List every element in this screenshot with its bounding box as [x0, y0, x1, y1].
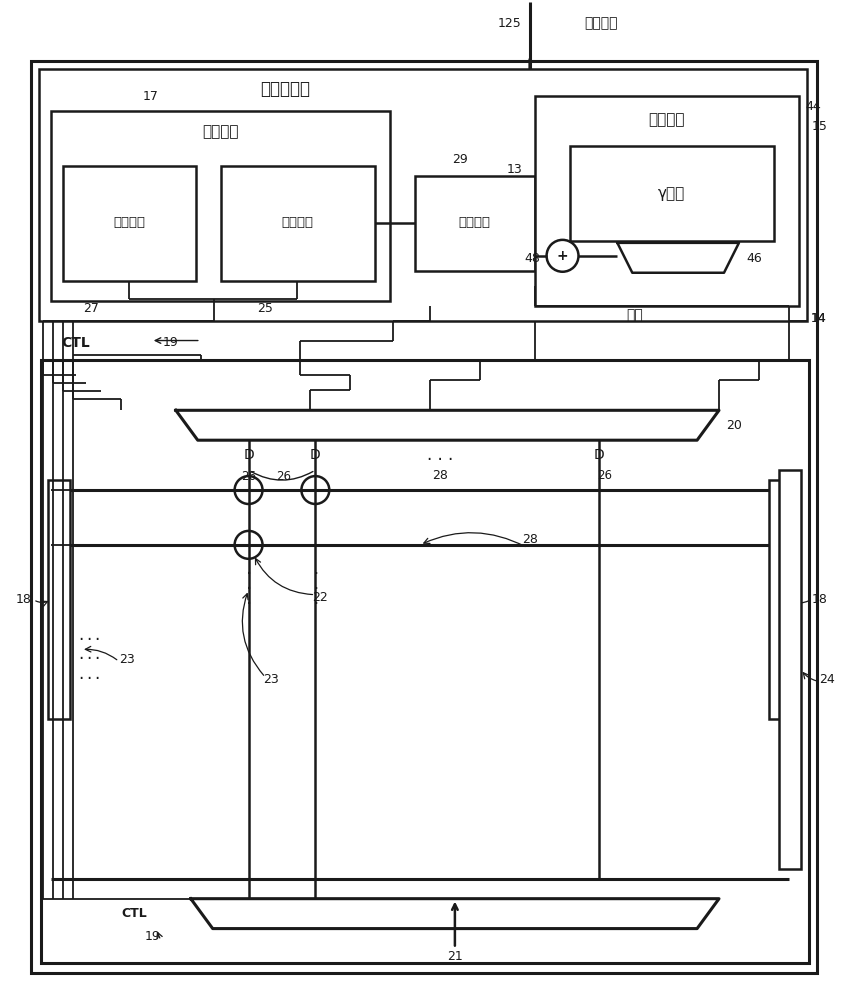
Text: D: D — [594, 448, 605, 462]
Text: 29: 29 — [452, 153, 468, 166]
Bar — [570, 146, 774, 241]
Text: 数据: 数据 — [626, 309, 642, 323]
Text: ·: · — [95, 670, 100, 688]
Text: 数据电路: 数据电路 — [648, 112, 684, 127]
Text: ·: · — [86, 631, 92, 649]
Text: ·: · — [86, 650, 92, 668]
Text: γ电路: γ电路 — [657, 186, 684, 201]
Text: 17: 17 — [143, 90, 159, 103]
Text: ·: · — [246, 595, 252, 614]
Text: D: D — [310, 448, 321, 462]
Text: 23: 23 — [119, 653, 135, 666]
Text: 26: 26 — [241, 470, 256, 483]
Text: ·: · — [95, 631, 100, 649]
Text: 21: 21 — [447, 950, 463, 963]
Text: ·: · — [246, 565, 252, 584]
Polygon shape — [191, 899, 719, 929]
Bar — [63, 166, 196, 281]
Bar — [41, 360, 809, 963]
Text: 26: 26 — [276, 470, 291, 483]
Text: ·: · — [313, 582, 318, 597]
Bar — [51, 111, 390, 301]
Polygon shape — [176, 410, 719, 440]
Text: 18: 18 — [15, 593, 31, 606]
Text: 125: 125 — [498, 17, 522, 30]
Text: 25: 25 — [257, 302, 273, 315]
Text: 驱动器电路: 驱动器电路 — [261, 80, 311, 98]
Text: 补偿电路: 补偿电路 — [203, 124, 239, 139]
Text: ·: · — [313, 597, 318, 612]
Text: ·: · — [86, 670, 92, 688]
Text: ·: · — [246, 580, 252, 599]
Text: 23: 23 — [262, 673, 279, 686]
Text: 27: 27 — [84, 302, 99, 315]
Text: 46: 46 — [746, 252, 762, 265]
Text: 20: 20 — [726, 419, 742, 432]
Text: ·: · — [313, 567, 318, 582]
Text: 44: 44 — [806, 100, 821, 113]
Text: ·: · — [95, 650, 100, 668]
Text: ·: · — [78, 670, 84, 688]
Text: 图像数据: 图像数据 — [584, 17, 618, 31]
Text: 28: 28 — [432, 469, 448, 482]
Text: 存储装置: 存储装置 — [459, 216, 491, 229]
Text: 14: 14 — [811, 312, 826, 325]
Bar — [769, 480, 791, 719]
Text: 14: 14 — [811, 312, 826, 325]
Bar — [415, 176, 534, 271]
Text: . . .: . . . — [427, 446, 453, 464]
Text: 26: 26 — [597, 469, 612, 482]
Text: +: + — [557, 249, 568, 263]
Text: 22: 22 — [312, 591, 328, 604]
Text: ·: · — [78, 650, 84, 668]
Text: 19: 19 — [145, 930, 160, 943]
Text: 48: 48 — [525, 252, 541, 265]
Text: ·: · — [78, 631, 84, 649]
Text: 24: 24 — [819, 673, 835, 686]
Bar — [48, 480, 70, 719]
Text: CTL: CTL — [62, 336, 90, 350]
Text: 28: 28 — [522, 533, 538, 546]
Text: 偏压电路: 偏压电路 — [113, 216, 145, 229]
Text: 15: 15 — [812, 120, 828, 133]
Text: D: D — [243, 448, 254, 462]
Text: CTL: CTL — [121, 907, 147, 920]
Bar — [40, 69, 807, 321]
Text: 感测电路: 感测电路 — [281, 216, 313, 229]
Text: 19: 19 — [163, 336, 179, 349]
Text: 18: 18 — [812, 593, 828, 606]
Bar — [220, 166, 375, 281]
Bar — [779, 470, 801, 869]
Polygon shape — [617, 243, 739, 273]
Bar — [534, 96, 798, 306]
Text: 13: 13 — [506, 163, 522, 176]
